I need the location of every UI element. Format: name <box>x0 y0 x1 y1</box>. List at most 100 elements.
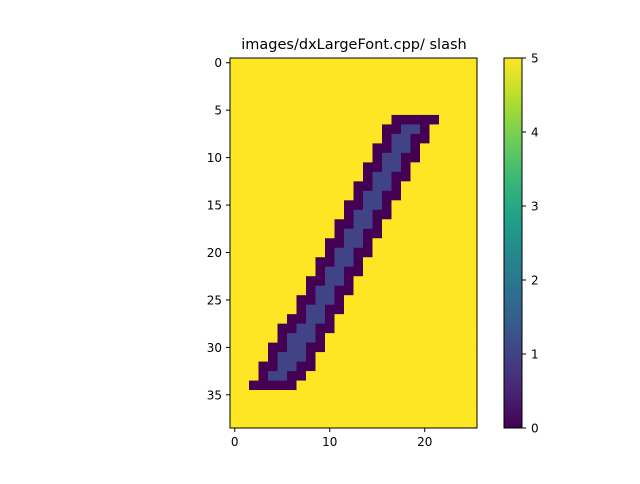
heatmap-cell <box>277 247 288 258</box>
heatmap-cell <box>439 162 449 173</box>
heatmap-cell <box>325 152 335 163</box>
heatmap-cell <box>420 295 430 306</box>
heatmap-cell <box>363 162 373 173</box>
heatmap-cell <box>268 219 278 230</box>
heatmap-cell <box>439 304 449 315</box>
heatmap-cell <box>458 266 468 277</box>
heatmap-cell <box>382 228 392 239</box>
heatmap-cell <box>325 95 335 106</box>
heatmap-cell <box>258 124 269 135</box>
heatmap-cell <box>325 399 335 410</box>
heatmap-cell <box>258 181 269 192</box>
heatmap-cell <box>268 143 278 154</box>
x-tick-label: 0 <box>231 435 239 449</box>
heatmap-cell <box>382 352 392 362</box>
heatmap-cell <box>344 333 354 343</box>
heatmap-cell <box>467 371 478 381</box>
heatmap-cell <box>239 200 250 211</box>
heatmap-cell <box>458 95 468 106</box>
heatmap-cell <box>458 58 468 68</box>
heatmap-cell <box>334 285 345 296</box>
heatmap-cell <box>249 390 259 400</box>
heatmap-cell <box>287 380 297 391</box>
heatmap-cell <box>344 58 354 68</box>
heatmap-cell <box>410 171 421 182</box>
heatmap-cell <box>306 228 316 239</box>
heatmap-cell <box>391 304 402 315</box>
heatmap-cell <box>353 409 364 419</box>
heatmap-cell <box>287 390 297 400</box>
heatmap-cell <box>429 105 440 116</box>
colorbar-tick-label: 1 <box>531 348 539 362</box>
heatmap-cell <box>334 190 345 201</box>
heatmap-cell <box>439 105 449 116</box>
heatmap-cell <box>249 285 259 296</box>
heatmap-cell <box>382 361 392 372</box>
heatmap-cell <box>325 114 335 125</box>
heatmap-cell <box>467 209 478 220</box>
heatmap-cell <box>258 143 269 154</box>
heatmap-cell <box>458 86 468 97</box>
heatmap-cell <box>296 238 307 249</box>
heatmap-cell <box>268 238 278 249</box>
heatmap-cell <box>372 162 383 173</box>
heatmap-cell <box>372 76 383 87</box>
heatmap-cell <box>315 86 326 97</box>
heatmap-cell <box>372 171 383 182</box>
heatmap-cell <box>458 418 468 429</box>
heatmap-cell <box>334 143 345 154</box>
heatmap-cell <box>401 352 411 362</box>
heatmap-cell <box>230 295 240 306</box>
heatmap-cell <box>287 67 297 78</box>
heatmap-cell <box>325 323 335 334</box>
heatmap-cell <box>448 105 459 116</box>
heatmap-cell <box>277 76 288 87</box>
heatmap-cell <box>334 171 345 182</box>
heatmap-cell <box>306 200 316 211</box>
heatmap-cell <box>277 333 288 343</box>
colorbar-tick-label: 5 <box>531 52 539 66</box>
heatmap-cell <box>344 86 354 97</box>
heatmap-cell <box>277 124 288 135</box>
heatmap-cell <box>296 352 307 362</box>
heatmap-cell <box>448 86 459 97</box>
heatmap-cell <box>467 58 478 68</box>
heatmap-cell <box>363 333 373 343</box>
heatmap-cell <box>277 399 288 410</box>
heatmap-cell <box>448 266 459 277</box>
heatmap-cell <box>363 352 373 362</box>
heatmap-cell <box>363 67 373 78</box>
heatmap-cell <box>230 171 240 182</box>
heatmap-cell <box>429 390 440 400</box>
heatmap-cell <box>420 314 430 324</box>
heatmap-cell <box>448 162 459 173</box>
heatmap-cell <box>287 162 297 173</box>
heatmap-cell <box>382 314 392 324</box>
heatmap-cell <box>277 380 288 391</box>
heatmap-cell <box>268 67 278 78</box>
heatmap-cell <box>448 304 459 315</box>
heatmap-cell <box>420 58 430 68</box>
heatmap-cell <box>458 285 468 296</box>
heatmap-cell <box>287 190 297 201</box>
heatmap-cell <box>239 380 250 391</box>
heatmap-cell <box>344 200 354 211</box>
heatmap-cell <box>344 67 354 78</box>
y-tick-label: 20 <box>207 246 222 260</box>
heatmap-cell <box>334 399 345 410</box>
heatmap-cell <box>249 323 259 334</box>
heatmap-cell <box>467 285 478 296</box>
heatmap-cell <box>230 257 240 268</box>
heatmap-cell <box>372 114 383 125</box>
heatmap-cell <box>401 238 411 249</box>
heatmap-cell <box>372 86 383 97</box>
heatmap-cell <box>268 133 278 144</box>
heatmap-cell <box>344 238 354 249</box>
heatmap-cell <box>458 295 468 306</box>
heatmap-cell <box>230 76 240 87</box>
heatmap-cell <box>401 295 411 306</box>
heatmap-cell <box>258 380 269 391</box>
heatmap-cell <box>429 114 440 125</box>
heatmap-cell <box>363 95 373 106</box>
heatmap-cell <box>429 190 440 201</box>
